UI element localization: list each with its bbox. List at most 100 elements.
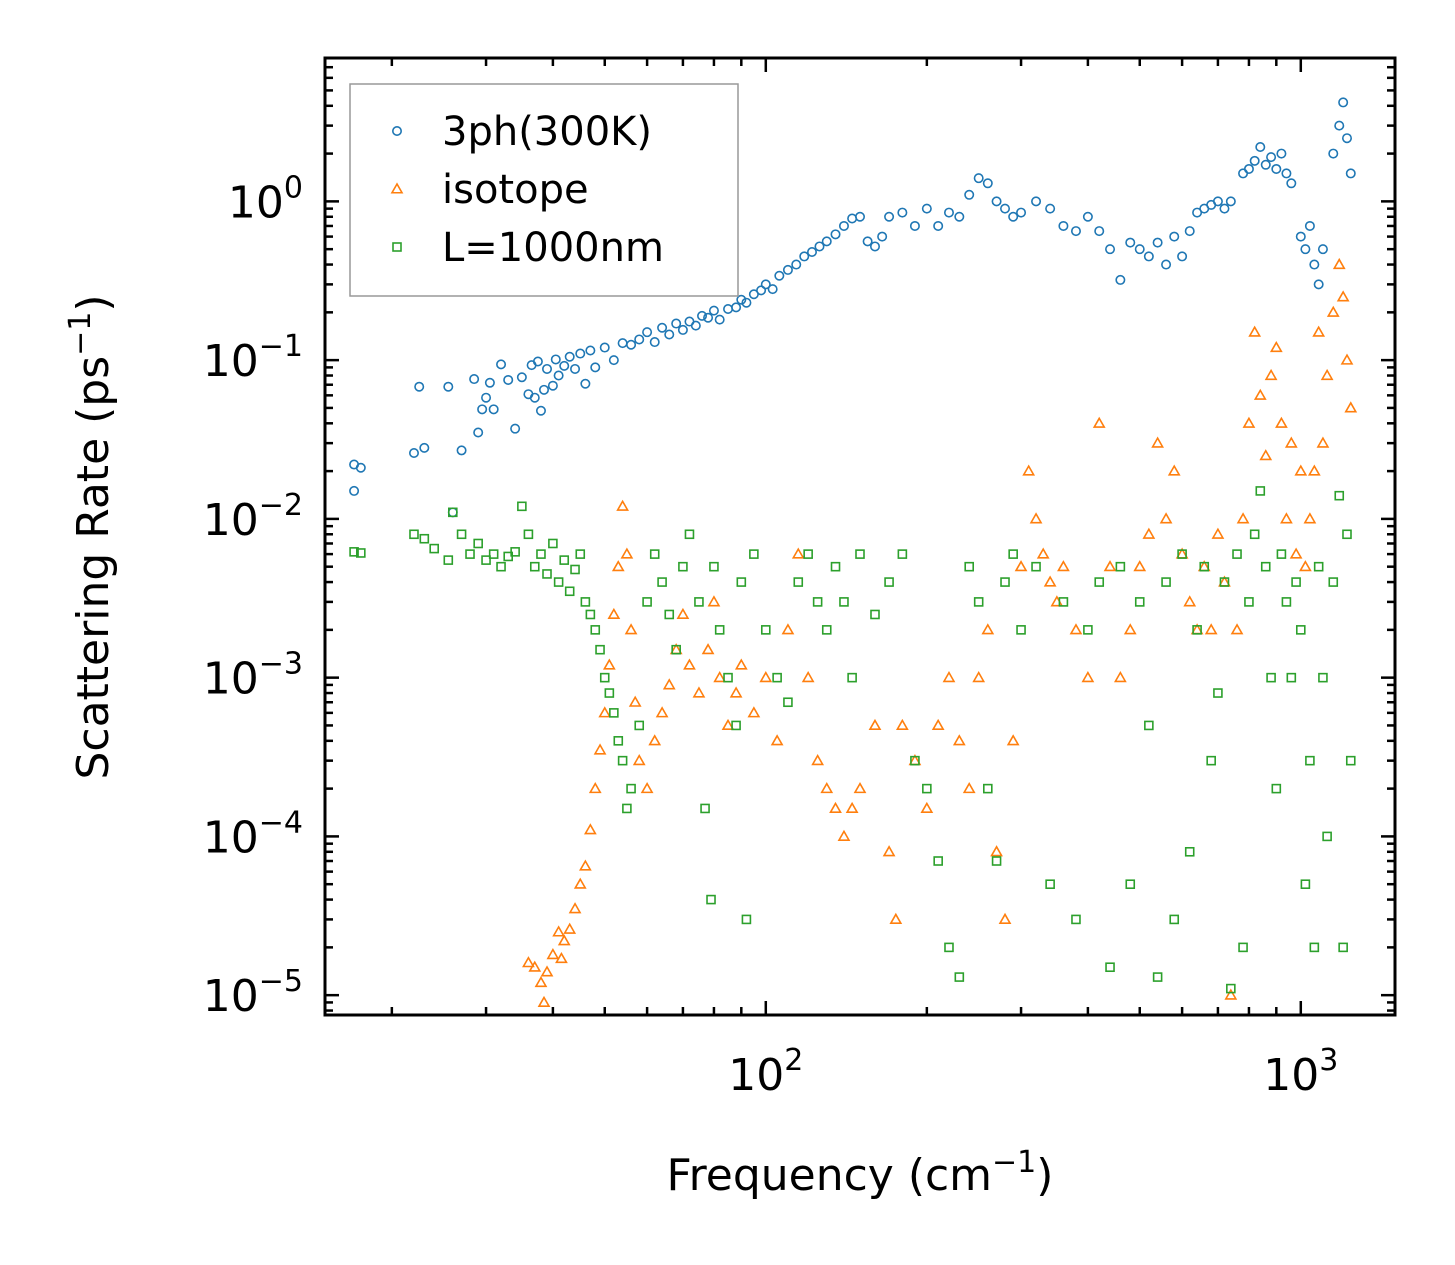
data-point [1238,168,1249,179]
data-point [1184,226,1195,237]
data-point [767,284,778,295]
data-point [573,877,587,889]
data-point [1134,244,1145,255]
data-point [1183,595,1197,607]
data-point [723,303,734,314]
data-point [1219,577,1230,587]
data-point [1211,527,1225,539]
data-point [613,736,624,746]
data-point [590,625,601,635]
data-point [756,285,767,296]
data-point [690,320,701,331]
data-point [534,975,548,988]
data-point [609,708,619,718]
data-point [707,595,721,607]
data-point [1071,914,1081,925]
data-point [1036,547,1050,559]
data-point [1312,325,1326,337]
data-point [741,914,752,925]
data-point [1225,196,1236,207]
data-point [429,543,440,554]
data-point [683,658,696,670]
data-point [1115,274,1126,285]
data-point [1242,416,1256,428]
data-point [553,577,564,587]
data-point [921,203,932,214]
data-point [1345,755,1356,766]
data-point [847,672,857,683]
series-2 [522,257,1358,1007]
data-point [1275,416,1288,428]
data-point [1328,148,1339,159]
data-point [642,597,652,607]
data-point [510,547,520,557]
data-point [563,922,577,934]
data-point [1142,527,1156,539]
data-point [1304,220,1315,231]
data-point [820,782,834,794]
legend-label: L=1000nm [442,225,664,271]
data-point [781,623,795,635]
data-point [1006,734,1020,746]
data-point [799,251,810,262]
data-point [1161,259,1172,270]
data-point [1167,464,1181,476]
data-point [599,672,610,683]
data-point [583,823,597,835]
data-point [847,213,858,224]
data-point [632,754,646,766]
data-point [1000,203,1011,214]
data-point [555,951,568,964]
data-point [529,561,540,572]
data-point [910,755,920,766]
data-point [868,718,882,730]
data-point [760,279,771,290]
data-point [897,207,908,218]
data-point [964,189,975,200]
data-point [1057,560,1070,572]
data-point [456,529,467,540]
legend-box [349,83,739,297]
data-point [806,246,817,257]
data-point [774,270,785,281]
data-point [564,351,575,362]
data-point [821,625,832,635]
data-point [772,672,782,683]
data-point [706,894,716,905]
data-point [791,547,805,559]
data-point [791,259,802,270]
legend-marker [392,242,402,252]
data-point [1045,879,1055,889]
data-point [1213,688,1223,698]
data-point [714,314,725,325]
data-point [465,549,475,559]
data-point [448,507,458,518]
data-point [1255,486,1266,496]
data-point [1094,577,1105,587]
data-point [1253,388,1267,400]
data-point [1103,560,1117,572]
data-point [510,423,521,434]
data-point [575,348,586,359]
data-point [559,555,570,565]
data-point [590,362,601,373]
data-point [1322,831,1332,842]
data-point [1113,671,1127,683]
data-point [542,569,552,579]
x-tick-label: 102 [728,1043,803,1101]
data-point [962,782,976,794]
data-point [1284,436,1298,448]
data-point [1082,211,1093,222]
data-point [662,678,676,690]
data-point [1341,133,1352,144]
data-point [1276,148,1287,159]
data-point [516,372,527,383]
data-point [575,549,586,559]
data-point [540,965,554,977]
data-point [1000,577,1010,587]
data-point [1115,561,1126,572]
y-tick-label: 10−2 [203,488,303,546]
data-point [598,706,612,718]
data-point [1313,279,1324,290]
